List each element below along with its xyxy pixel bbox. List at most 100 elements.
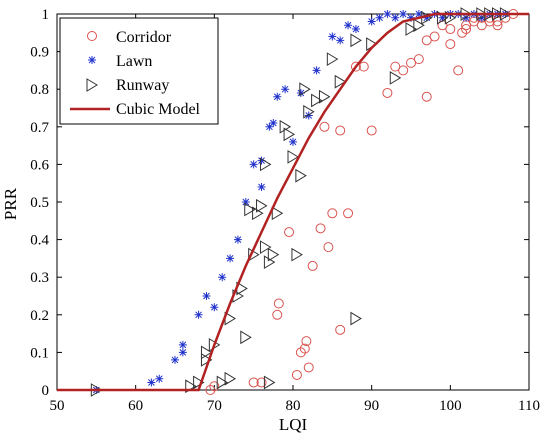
corridor-point: [445, 24, 456, 35]
legend-star-marker: [88, 56, 96, 64]
corridor-point: [284, 227, 295, 238]
lawn-point: [194, 310, 203, 319]
corridor-point: [445, 39, 456, 50]
lawn-point: [477, 13, 486, 22]
corridor-point: [299, 343, 310, 354]
runway-point: [200, 345, 213, 360]
corridor-point: [421, 35, 432, 46]
runway-point: [326, 52, 339, 67]
legend-label-corridor: Corridor: [116, 29, 172, 46]
lawn-point: [210, 303, 219, 312]
runway-point: [263, 375, 276, 390]
lawn-point: [312, 66, 321, 75]
legend-label-cubic-model: Cubic Model: [116, 101, 201, 118]
series-lawn: [92, 10, 510, 394]
series-corridor: [205, 9, 519, 395]
runway-point: [389, 71, 402, 85]
x-tick-label: 90: [364, 398, 379, 414]
lawn-point: [171, 355, 179, 364]
lawn-point: [249, 160, 258, 169]
lawn-point: [233, 235, 242, 244]
runway-point: [350, 311, 362, 326]
legend-box: [59, 17, 219, 125]
lawn-point: [367, 17, 376, 26]
legend-item-lawn: Lawn: [88, 53, 152, 70]
lawn-point: [336, 36, 345, 45]
legend-item-runway: Runway: [86, 77, 169, 94]
legend: Corridor Lawn Runway Cubic Model: [59, 17, 219, 125]
runway-point: [283, 127, 296, 142]
lawn-point: [422, 13, 431, 22]
runway-point: [193, 375, 205, 390]
corridor-point: [248, 377, 259, 388]
series-runway: [90, 7, 512, 397]
lawn-point: [328, 32, 337, 41]
runway-point: [240, 330, 252, 345]
runway-point: [318, 89, 331, 104]
runway-point: [200, 353, 213, 367]
corridor-point: [461, 24, 472, 35]
legend-label-lawn: Lawn: [116, 53, 152, 70]
x-tick-label: 100: [439, 398, 462, 414]
lawn-point: [226, 254, 235, 263]
corridor-point: [366, 125, 377, 136]
lawn-point: [399, 10, 408, 18]
corridor-point: [390, 61, 401, 72]
runway-point: [303, 104, 315, 119]
runway-point: [244, 202, 256, 217]
corridor-point: [256, 377, 267, 388]
runway-point: [334, 74, 347, 89]
corridor-point: [291, 369, 302, 380]
lawn-point: [155, 374, 164, 383]
lawn-point: [178, 340, 187, 349]
lawn-point: [265, 122, 274, 131]
lawn-point: [375, 13, 384, 22]
lawn-point: [257, 156, 266, 165]
series-cubic-model: [57, 12, 529, 392]
runway-point: [259, 240, 272, 255]
y-tick-label: 0.4: [30, 233, 49, 249]
legend-triangle-marker: [86, 78, 98, 92]
corridor-point: [358, 61, 369, 72]
corridor-point: [398, 65, 409, 76]
corridor-point: [209, 381, 220, 392]
lawn-point: [273, 92, 282, 101]
corridor-point: [272, 309, 283, 320]
runway-point: [287, 149, 299, 164]
lawn-point: [281, 85, 290, 94]
legend-label-runway: Runway: [116, 77, 169, 94]
corridor-point: [343, 208, 354, 219]
runway-point: [259, 157, 272, 172]
series-layer: [57, 7, 529, 397]
runway-point: [295, 168, 307, 183]
corridor-point: [315, 223, 326, 234]
lawn-point: [438, 13, 447, 22]
y-tick-label: 0.5: [30, 195, 49, 211]
x-tick-label: 80: [286, 398, 301, 414]
runway-point: [271, 206, 284, 221]
corridor-point: [453, 65, 464, 76]
lawn-point: [344, 21, 353, 30]
corridor-point: [295, 347, 306, 358]
corridor-point: [323, 242, 334, 253]
y-tick-label: 0.7: [30, 120, 49, 136]
runway-point: [299, 82, 311, 97]
cubic-model-line: [57, 12, 529, 392]
runway-point: [267, 247, 280, 262]
lawn-point: [304, 111, 313, 120]
runway-point: [216, 375, 229, 390]
corridor-point: [327, 208, 338, 219]
y-tick-label: 0: [42, 383, 50, 399]
runway-point: [350, 33, 362, 48]
y-tick-label: 0.2: [30, 308, 49, 324]
lawn-point: [241, 198, 250, 206]
runway-point: [252, 206, 264, 221]
y-tick-label: 0.9: [30, 45, 49, 61]
runway-point: [279, 119, 292, 134]
corridor-point: [335, 125, 346, 136]
lawn-point: [462, 13, 471, 22]
legend-circle-marker: [87, 31, 97, 41]
corridor-point: [413, 54, 424, 65]
corridor-point: [492, 20, 503, 31]
y-tick-label: 0.8: [30, 82, 49, 98]
